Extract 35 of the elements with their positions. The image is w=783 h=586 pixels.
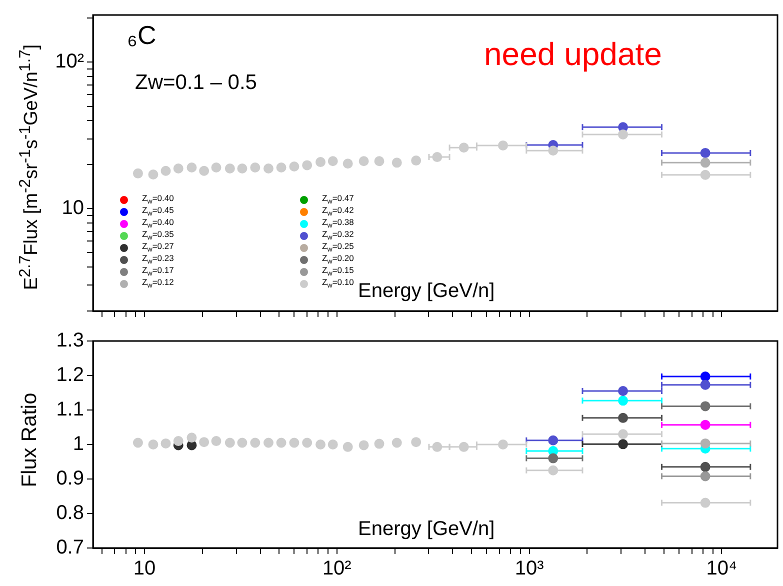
y-tick-label: 1.1 — [56, 398, 84, 421]
legend-label: Z$_{w}$=0.47 — [322, 193, 354, 206]
legend-label: Z$_{w}$=0.40 — [142, 193, 174, 206]
x-axis-title: Energy [GeV/n] — [358, 280, 495, 303]
legend-label: Z$_{w}$=0.38 — [322, 217, 354, 230]
x-tick-label: 10² — [322, 558, 352, 580]
y-tick-label: 1.2 — [56, 364, 84, 386]
legend-label: Z$_{w}$=0.17 — [142, 265, 174, 278]
x-tick-label: 10⁴ — [706, 558, 738, 580]
y-axis-title: Flux Ratio — [18, 393, 42, 488]
annotation: ₆C — [127, 20, 156, 50]
y-tick-label: 1 — [72, 433, 84, 456]
legend-label: Z$_{w}$=0.25 — [322, 241, 354, 254]
x-tick-label: 10³ — [514, 558, 544, 580]
x-tick-label: 10 — [133, 558, 156, 580]
x-axis-title: Energy [GeV/n] — [358, 518, 495, 541]
legend-label: Z$_{w}$=0.10 — [322, 277, 354, 290]
legend-label: Z$_{w}$=0.35 — [142, 229, 174, 242]
y-tick-label: 10 — [62, 197, 84, 220]
legend-label: Z$_{w}$=0.42 — [322, 205, 354, 218]
annotation: need update — [484, 36, 662, 72]
y-tick-label: 0.9 — [56, 468, 84, 490]
legend-label: Z$_{w}$=0.40 — [142, 217, 174, 230]
y-tick-label: 1.3 — [56, 330, 84, 352]
legend-label: Z$_{w}$=0.45 — [142, 205, 174, 218]
legend-label: Z$_{w}$=0.12 — [142, 277, 174, 290]
legend-label: Z$_{w}$=0.20 — [322, 253, 354, 266]
annotation: Zw=0.1 – 0.5 — [135, 71, 257, 94]
y-tick-label: 0.8 — [56, 502, 84, 524]
legend-label: Z$_{w}$=0.32 — [322, 229, 354, 242]
y-tick-label: 10² — [55, 50, 84, 73]
y-tick-label: 0.7 — [56, 536, 84, 559]
legend-label: Z$_{w}$=0.23 — [142, 253, 174, 266]
legend-label: Z$_{w}$=0.15 — [322, 265, 354, 278]
legend-label: Z$_{w}$=0.27 — [142, 241, 174, 254]
